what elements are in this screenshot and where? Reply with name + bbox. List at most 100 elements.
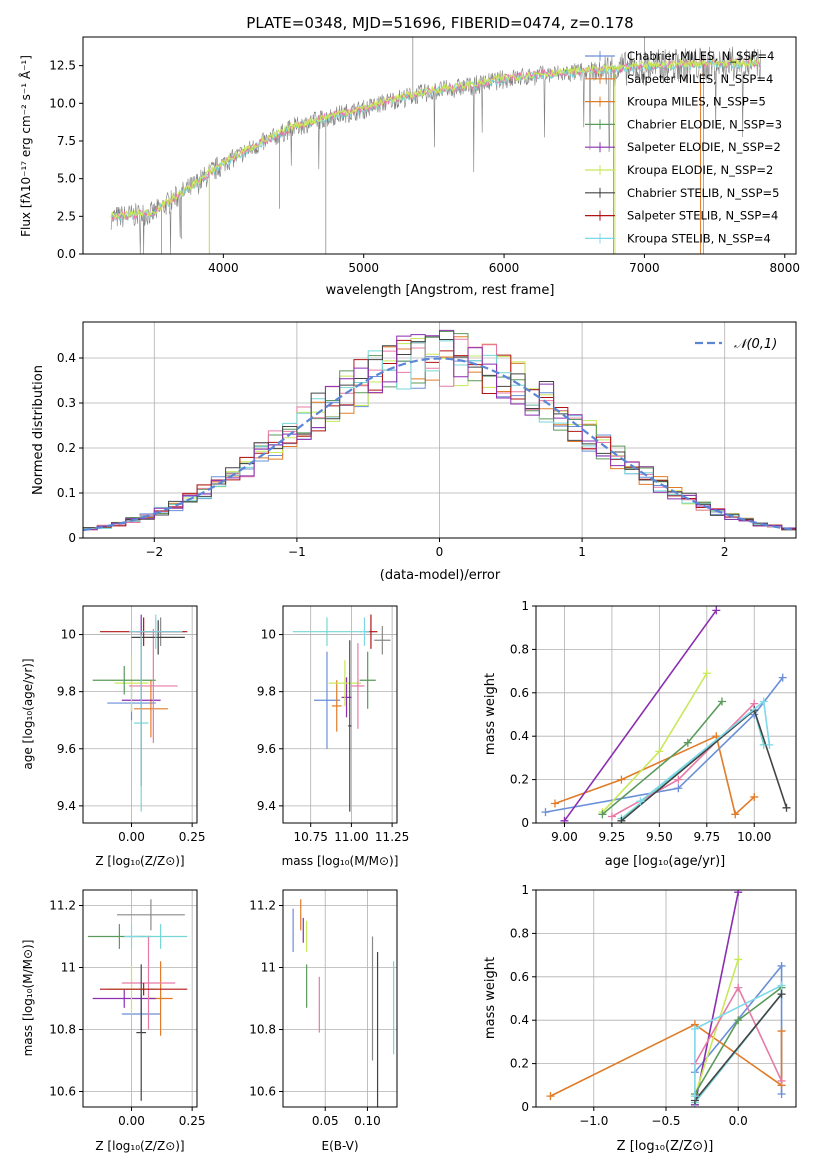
- x-tick-label: 9.75: [693, 830, 720, 844]
- y-tick-label: 0.0: [57, 247, 76, 261]
- y-tick-label: 9.4: [57, 799, 76, 813]
- y-tick-label: 0.8: [510, 642, 529, 656]
- error-point: [92, 989, 156, 1008]
- y-tick-label: 0.4: [510, 729, 529, 743]
- error-point: [133, 680, 168, 738]
- error-point: [359, 651, 376, 709]
- y-tick-label: 10.8: [249, 1023, 276, 1037]
- weight-vs-Z-axes: −1.0 −0.5 0.0 0 0.2 0.4 0.6 0.8 1: [510, 883, 796, 1128]
- spectrum-xlabel: wavelength [Angstrom, rest frame]: [326, 283, 555, 298]
- error-point: [99, 983, 188, 996]
- x-tick-label: 11.25: [375, 830, 409, 844]
- y-tick-label: 10.0: [49, 96, 76, 110]
- mass-vs-EBV-axes: 0.05 0.10 10.6 10.8 11 11.2: [249, 890, 397, 1128]
- legend-label: Salpeter ELODIE, N_SSP=2: [627, 140, 781, 154]
- spectrum-frame: [82, 36, 797, 255]
- y-tick-label: 10.6: [249, 1085, 276, 1099]
- weight-vs-age-plot: [541, 606, 791, 823]
- x-tick-label: −1: [288, 545, 306, 559]
- legend-label: Salpeter MILES, N_SSP=4: [627, 72, 773, 86]
- weight-marker: [683, 738, 692, 747]
- age-vs-mass-frame: [282, 605, 398, 824]
- y-tick-label: 0.2: [57, 441, 76, 455]
- legend-label: Kroupa STELIB, N_SSP=4: [627, 231, 771, 245]
- y-tick-label: 9.6: [257, 742, 276, 756]
- x-tick-label: 4000: [208, 261, 239, 275]
- error-point: [359, 617, 370, 646]
- mass-vs-Z-frame: [82, 889, 198, 1108]
- x-tick-label: 9.25: [599, 830, 626, 844]
- weight-series: [545, 677, 784, 813]
- weight-marker: [702, 669, 711, 678]
- weight-age-xlabel: age [log₁₀(age/yr)]: [605, 854, 726, 869]
- y-tick-label: 0.4: [510, 1013, 529, 1027]
- y-tick-label: 0: [521, 816, 529, 830]
- weight-marker: [607, 812, 616, 821]
- age-mass-xlabel: mass [log₁₀(M/M⊙)]: [282, 854, 399, 868]
- error-point: [313, 651, 340, 749]
- legend-label: Chabrier MILES, N_SSP=4: [627, 49, 774, 63]
- y-tick-label: 9.8: [257, 685, 276, 699]
- mass-vs-Z-plot: [87, 899, 188, 1101]
- y-tick-label: 0.6: [510, 970, 529, 984]
- weight-marker: [546, 1092, 555, 1101]
- error-point: [351, 643, 365, 729]
- legend-label: Kroupa MILES, N_SSP=5: [627, 95, 766, 109]
- weight-marker: [734, 955, 743, 964]
- x-tick-label: 0.00: [118, 830, 145, 844]
- weight-marker: [598, 810, 607, 819]
- error-point: [129, 614, 183, 649]
- mass-Z-xlabel: Z [log₁₀(Z/Z⊙)]: [95, 1139, 184, 1153]
- weight-marker: [636, 797, 645, 806]
- normal-curve: [83, 357, 796, 532]
- weight-marker: [690, 1092, 699, 1101]
- y-tick-label: 10: [61, 628, 76, 642]
- y-tick-label: 2.5: [57, 209, 76, 223]
- x-tick-label: 7000: [629, 261, 660, 275]
- mass-vs-Z-axes: 0.00 0.25 10.6 10.8 11 11.2: [49, 890, 206, 1128]
- mass-vs-EBV-plot: [292, 899, 395, 1107]
- age-vs-mass-plot: [292, 614, 391, 812]
- y-tick-label: 0.2: [510, 1057, 529, 1071]
- weight-marker: [717, 697, 726, 706]
- y-tick-label: 10.8: [49, 1023, 76, 1037]
- weight-marker: [759, 697, 768, 706]
- y-tick-label: 0.3: [57, 396, 76, 410]
- weight-vs-age-axes: 9.00 9.25 9.50 9.75 10.00 0 0.2 0.4 0.6 0.8 1: [510, 599, 796, 844]
- weight-marker: [674, 784, 683, 793]
- legend-label: Kroupa ELODIE, N_SSP=2: [627, 163, 773, 177]
- y-tick-label: 9.4: [257, 799, 276, 813]
- x-tick-label: 0.0: [729, 1114, 748, 1128]
- x-tick-label: 1: [578, 545, 586, 559]
- weight-marker: [541, 808, 550, 817]
- x-tick-label: 10.00: [737, 830, 771, 844]
- weight-series: [554, 735, 755, 816]
- x-tick-label: 0.25: [179, 1114, 206, 1128]
- y-tick-label: 1: [521, 883, 529, 897]
- weight-marker: [734, 1016, 743, 1025]
- weight-series: [601, 700, 723, 815]
- weight-series: [611, 703, 755, 818]
- residuals-frame: [82, 321, 797, 539]
- y-tick-label: 11: [61, 961, 76, 975]
- spectrum-plot: [110, 37, 761, 254]
- y-tick-label: 10.6: [49, 1085, 76, 1099]
- weight-marker: [777, 1089, 786, 1098]
- weight-series: [563, 609, 717, 822]
- y-tick-label: 0: [521, 1100, 529, 1114]
- mass-vs-EBV-frame: [282, 889, 398, 1108]
- x-tick-label: 0.00: [118, 1114, 145, 1128]
- error-point: [121, 936, 176, 1030]
- age-vs-Z-frame: [82, 605, 198, 824]
- weight-marker: [765, 740, 774, 749]
- model-spectrum: [110, 57, 761, 221]
- y-tick-label: 0: [68, 531, 76, 545]
- residuals-axes: −2 −1 0 1 2 0 0.1 0.2 0.3 0.4: [57, 322, 796, 559]
- mass-Z-ylabel: mass [log₁₀(M/M⊙)]: [21, 940, 35, 1057]
- weight-vs-Z-frame: [535, 889, 797, 1108]
- x-tick-label: 0.10: [354, 1114, 381, 1128]
- error-point: [348, 640, 352, 812]
- weight-vs-age-frame: [535, 605, 797, 824]
- y-tick-label: 7.5: [57, 134, 76, 148]
- weight-marker: [731, 810, 740, 819]
